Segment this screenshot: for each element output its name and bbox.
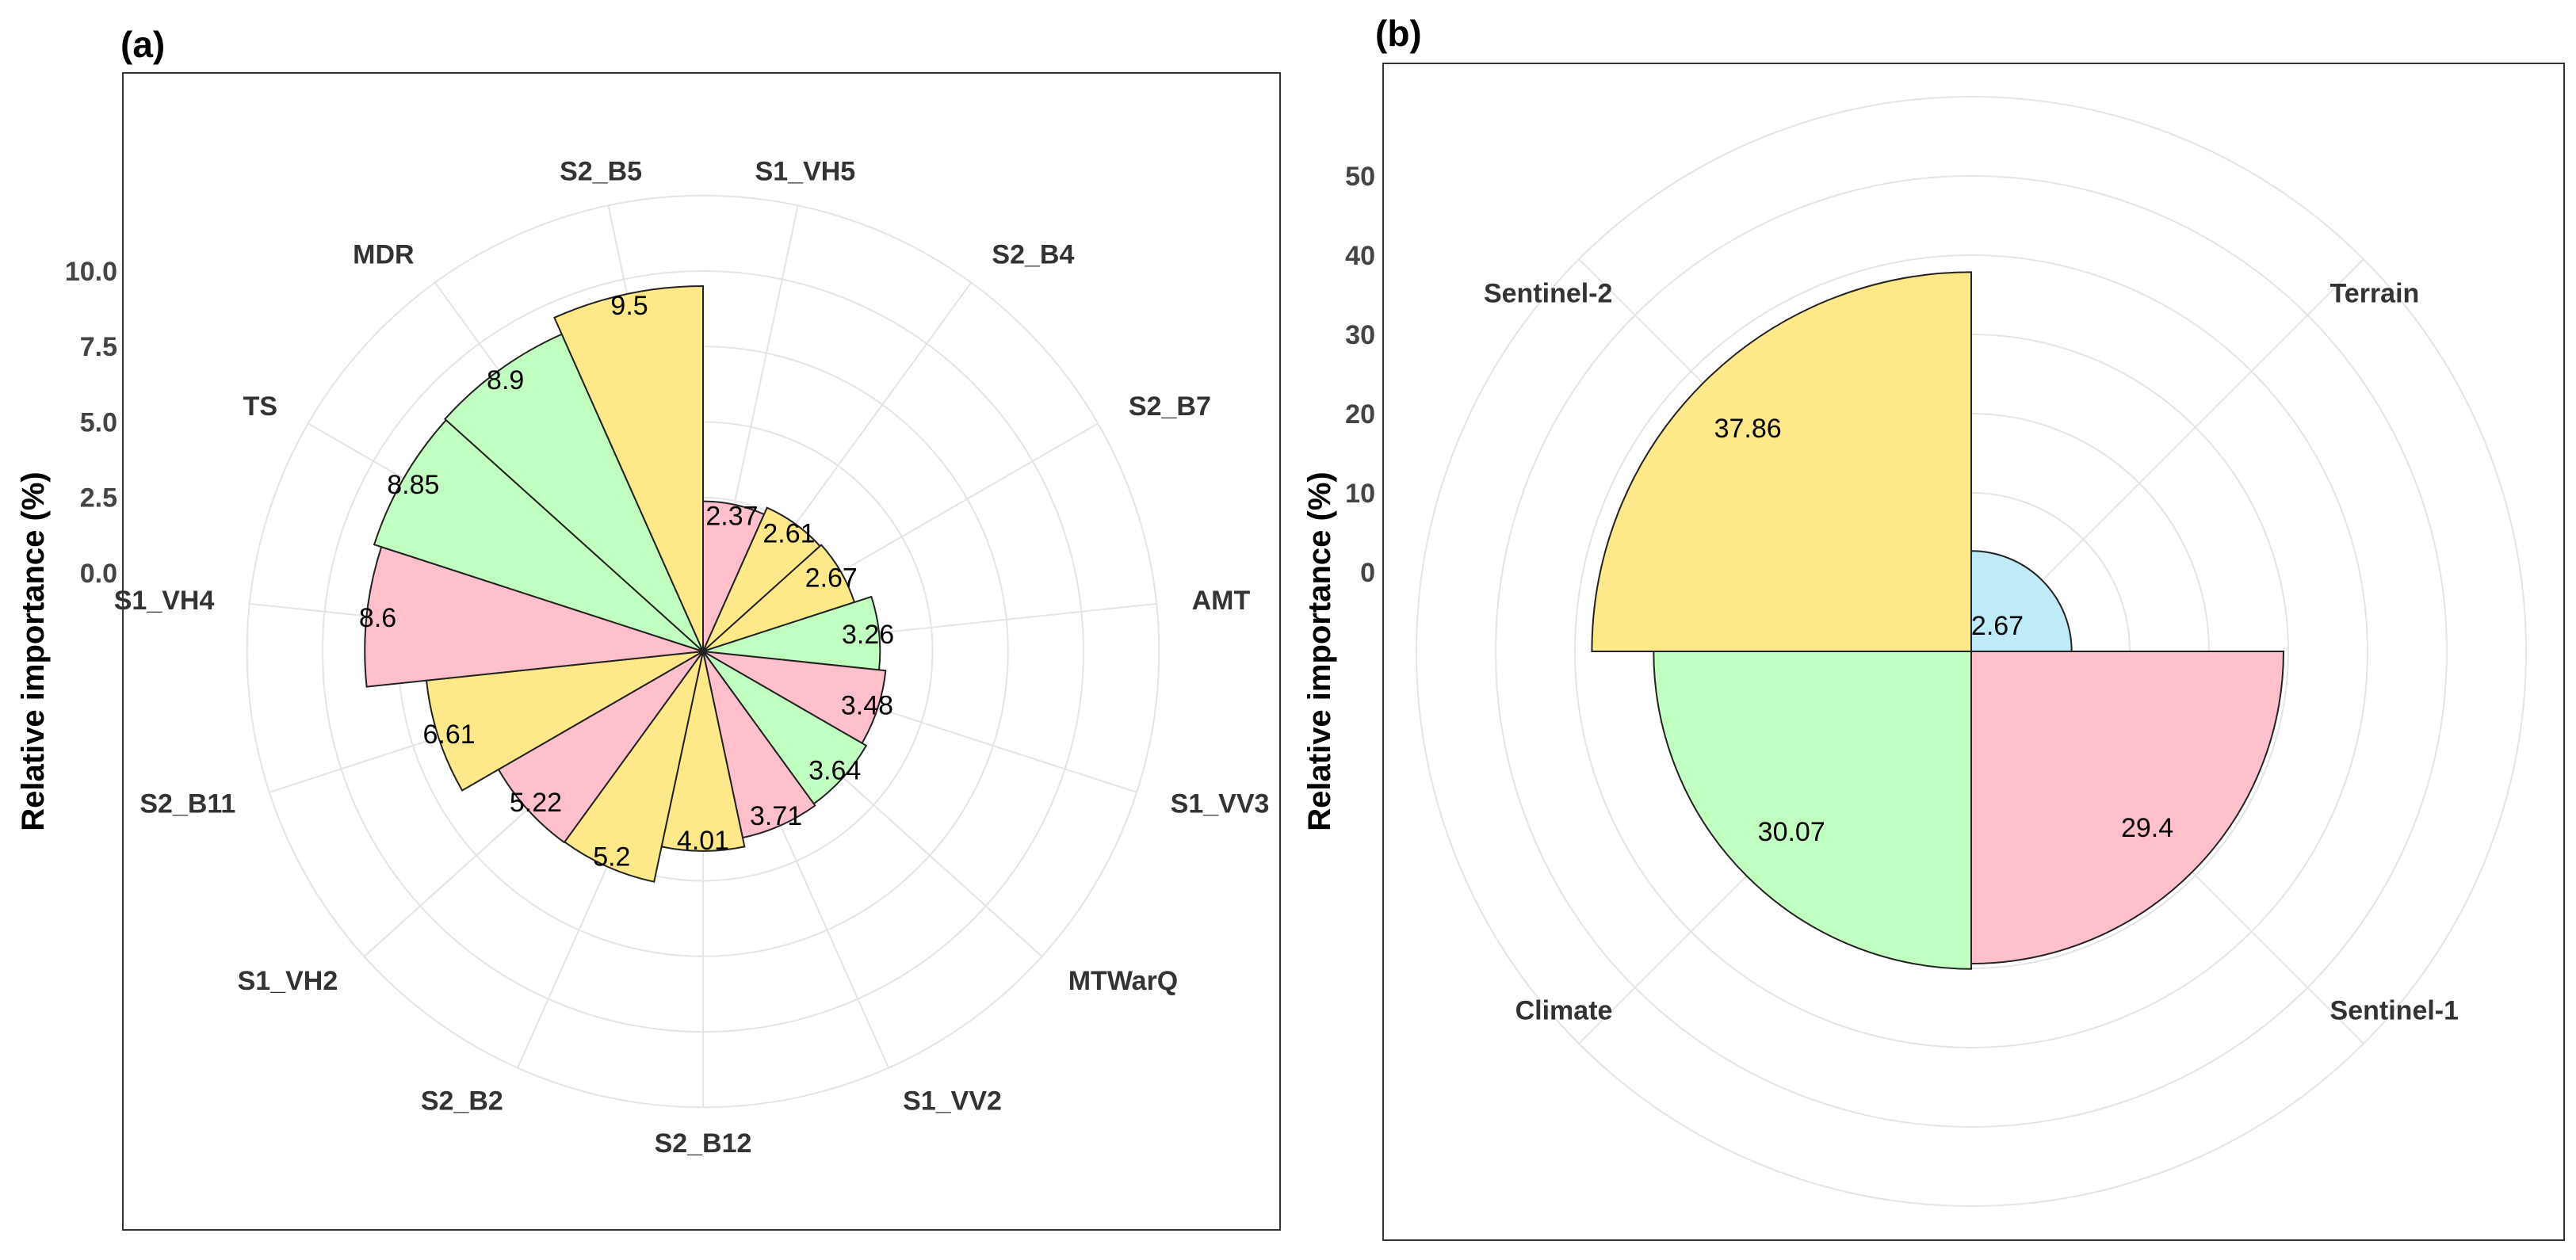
category-label: Terrain: [2330, 278, 2420, 308]
y-tick-label: 0: [1360, 558, 1375, 588]
category-label: Sentinel-1: [2330, 996, 2459, 1026]
value-label: 5.22: [510, 788, 562, 818]
category-label: S2_B2: [421, 1086, 503, 1116]
bar-s2-b11: [425, 651, 704, 792]
panel-a-letter: (a): [120, 24, 165, 65]
category-label: Sentinel-2: [1484, 278, 1612, 308]
y-tick-label: 0.0: [80, 559, 117, 589]
category-label: S1_VV2: [903, 1086, 1002, 1116]
category-label: S2_B7: [1129, 391, 1211, 422]
value-label: 6.61: [422, 720, 475, 750]
value-label: 29.4: [2121, 813, 2173, 843]
bar-s2-b2: [563, 651, 704, 883]
category-label: MDR: [353, 239, 414, 269]
bar-ts: [373, 418, 704, 652]
bar-mdr: [443, 333, 704, 652]
y-tick-label: 7.5: [80, 332, 117, 362]
value-label: 2.67: [805, 563, 858, 594]
y-tick-label: 30: [1345, 320, 1375, 350]
grid-circle: [1416, 96, 2527, 1207]
y-tick-label: 20: [1345, 399, 1375, 430]
category-label: MTWarQ: [1068, 966, 1179, 996]
y-tick-label: 10: [1345, 479, 1375, 509]
y-tick-label: 10.0: [65, 257, 117, 287]
panel-b-y-axis-label: Relative importance (%): [1302, 472, 1337, 830]
y-tick-label: 50: [1345, 162, 1375, 192]
panel-a-frame: [122, 72, 1281, 1231]
category-label: S2_B11: [140, 789, 235, 819]
bar-s2-b5: [553, 284, 704, 652]
category-label: S1_VH4: [114, 586, 215, 616]
y-tick-label: 5.0: [80, 407, 117, 437]
category-label: S2_B12: [655, 1128, 752, 1159]
bar-climate: [1653, 651, 1972, 970]
value-label: 3.64: [808, 756, 861, 786]
value-label: 2.37: [705, 501, 758, 531]
category-label: S1_VH2: [238, 966, 338, 996]
value-label: 30.07: [1758, 817, 1825, 847]
panel-a-y-axis-label: Relative importance (%): [16, 472, 51, 830]
value-label: 37.86: [1714, 414, 1782, 444]
bar-terrain: [1970, 550, 2073, 652]
grid-circle: [1574, 254, 2368, 1048]
value-label: 9.5: [610, 291, 648, 321]
value-label: 3.48: [841, 690, 893, 720]
category-label: Climate: [1515, 996, 1613, 1026]
value-label: 3.26: [842, 620, 894, 650]
panel-b-frame: [1382, 63, 2565, 1241]
y-tick-label: 40: [1345, 241, 1375, 271]
value-label: 8.9: [487, 365, 524, 395]
value-label: 2.61: [762, 519, 815, 549]
panel-b-letter: (b): [1375, 13, 1422, 54]
category-label: S2_B5: [560, 157, 642, 187]
panel-b-chart: (b) Relative importance (%) 01020304050 …: [1302, 13, 2565, 1241]
bar-sentinel-1: [1970, 651, 2285, 965]
grid-circle: [1495, 175, 2448, 1128]
value-label: 8.85: [387, 470, 439, 500]
category-label: S1_VV3: [1171, 789, 1270, 819]
category-label: S2_B4: [992, 239, 1074, 269]
category-label: AMT: [1192, 586, 1251, 616]
value-label: 4.01: [677, 826, 729, 856]
value-label: 3.71: [750, 801, 802, 831]
bar-s1-vh4: [364, 545, 704, 688]
value-label: 5.2: [593, 842, 630, 872]
bar-s1-vh2: [497, 651, 704, 844]
y-tick-label: 2.5: [80, 483, 117, 514]
bar-sentinel-2: [1591, 271, 1972, 652]
category-label: S1_VH5: [755, 157, 856, 187]
category-label: TS: [243, 391, 277, 422]
value-label: 8.6: [359, 603, 396, 633]
value-label: 2.67: [1971, 611, 2024, 641]
panel-a-chart: (a) Relative importance (%) 0.0 2.5 5.0 7.5…: [16, 24, 1281, 1231]
